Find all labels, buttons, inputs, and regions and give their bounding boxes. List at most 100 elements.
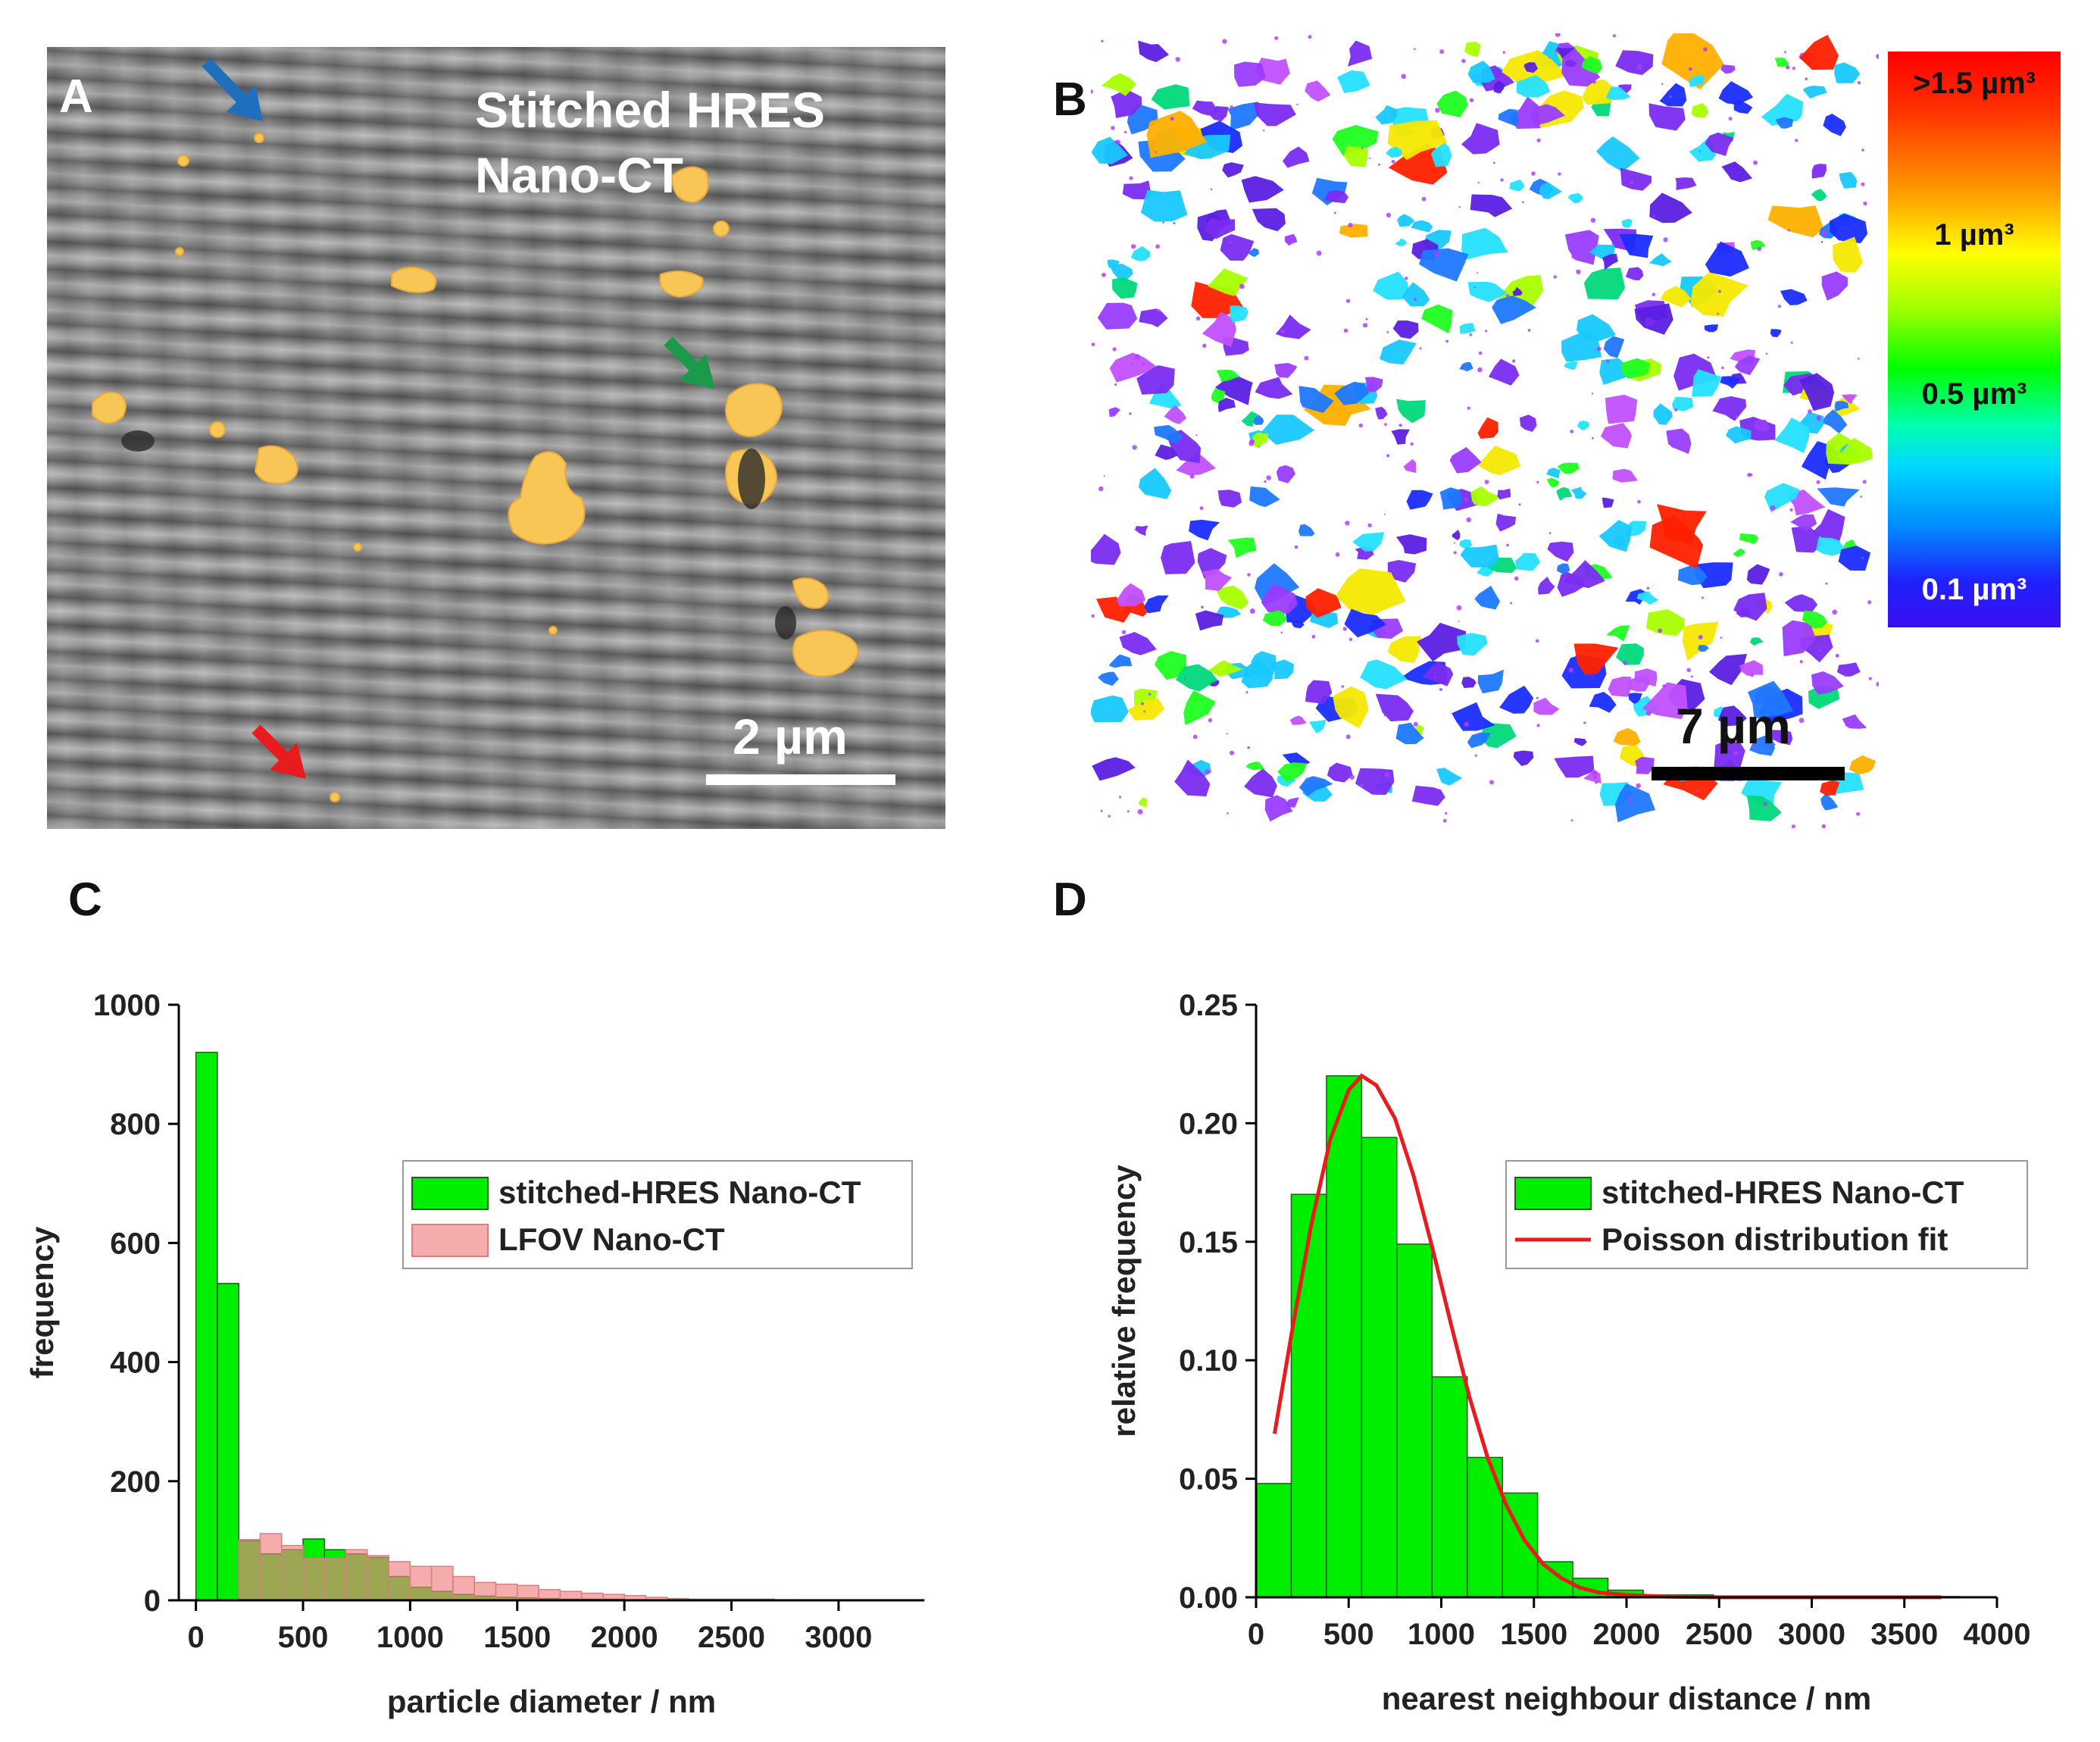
particle-speck (1130, 362, 1133, 364)
particle-speck (1527, 328, 1531, 332)
particle-rendering-3d (1091, 33, 1879, 829)
particle-3d (1582, 79, 1614, 105)
particle-speck (1717, 312, 1719, 315)
particle-speck (1658, 628, 1663, 633)
particle-3d (1360, 659, 1408, 690)
particle-3d (1467, 281, 1508, 302)
particle-3d (1298, 386, 1334, 413)
particle-3d (1811, 164, 1827, 179)
particle-3d (1720, 376, 1741, 389)
particle-speck (1662, 684, 1666, 688)
particle-3d (1775, 117, 1793, 129)
histogram-bar (559, 1590, 583, 1601)
particle-speck (1477, 272, 1479, 274)
particle-speck (1500, 178, 1504, 182)
particle-3d (1176, 452, 1217, 476)
particle-3d (1492, 296, 1536, 324)
particle-3d (1750, 239, 1766, 250)
histogram-bar (1431, 1376, 1468, 1598)
particle-speck (1777, 305, 1781, 308)
histogram-bar (280, 1544, 304, 1601)
particle-3d (1436, 90, 1468, 117)
particle-3d (1682, 621, 1719, 661)
particle-speck (1485, 330, 1488, 333)
particle-speck (1385, 772, 1390, 777)
particle-speck (1132, 445, 1137, 450)
particle-speck (1205, 769, 1211, 774)
particle-speck (1574, 80, 1580, 86)
particle-3d (1523, 62, 1539, 73)
particle-speck (1752, 745, 1756, 749)
particle-speck (1703, 47, 1708, 52)
particle-speck (1349, 774, 1355, 780)
particle-3d (1648, 103, 1686, 131)
panel-letter-b: B (1053, 73, 1087, 126)
particle-3d (1283, 146, 1310, 168)
particle-speck (1570, 819, 1573, 822)
particle-3d (1733, 548, 1745, 558)
particle-speck (1386, 331, 1389, 333)
particle-3d (1675, 177, 1697, 190)
particle-3d (1615, 643, 1644, 665)
panel-a-title-line1: Stitched HRES (475, 82, 826, 138)
particle-3d (1739, 533, 1759, 545)
particle-3d (1403, 458, 1417, 474)
particle-3d (1692, 369, 1722, 397)
particle-speck (1129, 176, 1133, 180)
particle-speck (1311, 634, 1316, 639)
particle-speck (1536, 480, 1539, 484)
particle-3d (1111, 89, 1142, 118)
colorbar-label-05: 0.5 µm³ (1921, 377, 2027, 411)
particle-shadow (738, 449, 765, 509)
histogram-bar (367, 1555, 389, 1601)
x-axis-title: nearest neighbour distance / nm (1382, 1681, 1871, 1716)
particle-3d (1493, 80, 1505, 94)
particle-3d (1452, 702, 1495, 731)
particle-3d (1621, 218, 1633, 228)
particle-speck (1484, 480, 1489, 484)
particle-3d (1164, 405, 1187, 424)
panel-a-title-line2: Nano-CT (475, 147, 683, 203)
particle-3d (1714, 740, 1745, 771)
particle-speck (1398, 424, 1402, 427)
particle-3d (1474, 586, 1500, 610)
particle-blob (254, 445, 298, 484)
particle-3d (1718, 81, 1754, 105)
particle-speck (1612, 34, 1616, 38)
particle-speck (1118, 796, 1122, 799)
particle-3d (1220, 233, 1255, 261)
particle-3d (1091, 136, 1128, 164)
particle-speck (1674, 408, 1678, 412)
particle-3d (1834, 401, 1849, 411)
histogram-bar (473, 1581, 497, 1601)
particle-3d (1430, 142, 1452, 167)
particle-3d (1459, 323, 1476, 334)
particle-3d (1820, 793, 1839, 811)
panel-letter-a: A (59, 70, 93, 123)
particle-3d (1533, 697, 1560, 715)
particle-3d (1600, 423, 1632, 449)
x-tick-label: 2500 (698, 1621, 765, 1654)
particle-speck (1280, 329, 1285, 334)
particle-speck (1383, 513, 1386, 515)
x-tick-label: 3000 (1778, 1618, 1845, 1651)
particle-speck (1137, 808, 1143, 815)
particle-3d (1262, 610, 1287, 627)
particle-3d (1733, 593, 1767, 621)
particle-3d (1139, 468, 1172, 499)
particle-3d (1108, 407, 1121, 418)
particle-3d (1620, 167, 1652, 191)
particle-3d (1255, 377, 1293, 399)
particle-3d (1516, 75, 1551, 98)
particle-speck (1592, 436, 1594, 439)
particle-speck (1098, 486, 1104, 492)
particle-speck (1115, 139, 1120, 145)
particle-speck (1248, 440, 1255, 446)
particle-speck (1143, 710, 1145, 713)
particle-speck (1862, 480, 1867, 484)
particle-3d (1227, 537, 1257, 558)
colorbar-label-01: 0.1 µm³ (1921, 573, 2027, 606)
particle-speck (1294, 545, 1298, 549)
particle-3d (1139, 308, 1168, 327)
particle-3d (1461, 227, 1508, 260)
